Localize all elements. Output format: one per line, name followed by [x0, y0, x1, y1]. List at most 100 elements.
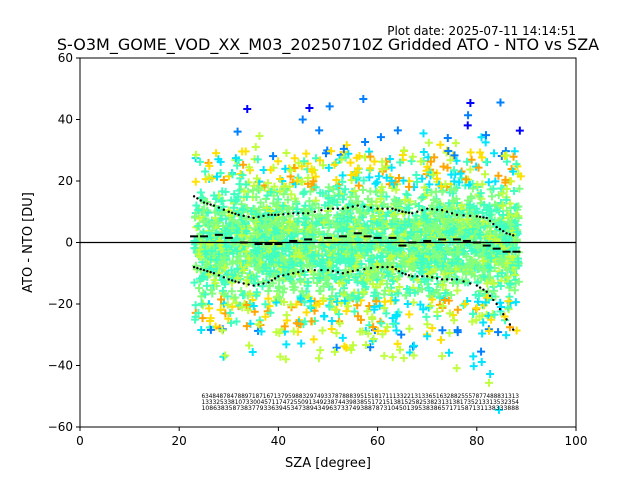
data-point [208, 289, 217, 298]
data-point [248, 295, 257, 304]
data-point [468, 309, 477, 318]
data-point [385, 286, 394, 295]
data-point [252, 288, 261, 297]
data-point [219, 221, 228, 230]
data-point [468, 184, 477, 193]
data-point [303, 278, 312, 287]
data-point [319, 282, 328, 291]
data-point [300, 221, 309, 230]
data-point [233, 127, 242, 136]
data-point [242, 276, 251, 285]
data-point [363, 275, 372, 284]
data-point [485, 263, 494, 272]
lower-curve-point [199, 267, 202, 271]
data-point [224, 206, 233, 215]
data-point [314, 354, 323, 363]
data-point [393, 126, 402, 135]
data-point [401, 291, 410, 300]
data-point [387, 242, 396, 251]
data-point [382, 173, 391, 182]
data-point [226, 308, 235, 317]
data-point [245, 289, 254, 298]
upper-curve-point [363, 205, 366, 208]
data-point [270, 182, 279, 191]
data-point [320, 201, 329, 210]
data-point [224, 246, 233, 255]
data-point [474, 163, 483, 172]
lower-curve-point [257, 283, 260, 286]
data-point [453, 328, 462, 337]
upper-curve-point [252, 216, 255, 220]
data-point [355, 269, 364, 278]
data-point [250, 279, 259, 288]
data-point [228, 224, 237, 233]
data-point [439, 162, 448, 171]
lower-curve-point [407, 274, 411, 277]
data-point [240, 265, 249, 274]
data-point [278, 288, 287, 297]
data-point [420, 277, 429, 286]
data-point [497, 303, 506, 312]
data-point [297, 339, 306, 348]
data-point [236, 252, 245, 261]
data-point [281, 355, 290, 364]
data-point [378, 164, 387, 173]
data-point [453, 286, 462, 295]
data-point [413, 232, 422, 241]
data-point [490, 310, 499, 319]
mean-curve-segment [304, 238, 313, 241]
data-point [438, 326, 447, 335]
data-point [422, 166, 431, 175]
upper-curve-point [411, 212, 414, 215]
data-point [298, 177, 307, 186]
lower-curve-point [237, 281, 240, 284]
data-point [350, 186, 359, 195]
data-point [314, 203, 323, 212]
data-point [225, 211, 234, 220]
data-point [498, 201, 507, 210]
data-point [452, 194, 461, 203]
data-point [296, 294, 305, 303]
data-point [459, 301, 468, 310]
data-point [201, 290, 210, 299]
data-point [368, 273, 377, 282]
data-point [370, 305, 379, 314]
data-point [330, 196, 339, 205]
data-point [279, 201, 288, 210]
data-point [267, 219, 276, 228]
data-point [308, 262, 317, 271]
mean-curve-segment [254, 243, 263, 246]
lower-curve-point [297, 271, 300, 274]
data-point [461, 299, 470, 308]
data-point [330, 347, 339, 356]
upper-curve-point [407, 211, 411, 214]
data-point [190, 244, 199, 253]
annotation-row: 1086383587383779336394534738943496373374… [202, 404, 519, 412]
data-point [512, 160, 521, 169]
y-tick-label: −60 [48, 420, 73, 434]
data-point [190, 213, 199, 222]
data-point [428, 295, 437, 304]
upper-curve-point [247, 215, 250, 219]
data-point [345, 200, 354, 209]
data-point [272, 251, 281, 260]
lower-curve-point [485, 290, 488, 293]
data-point [405, 182, 414, 191]
upper-curve-point [346, 206, 350, 209]
data-point [383, 162, 392, 171]
data-point [208, 226, 217, 235]
data-point [426, 301, 435, 310]
data-point [314, 251, 323, 260]
data-point [305, 103, 314, 112]
data-point [460, 232, 469, 241]
data-point [249, 302, 258, 311]
data-point [472, 248, 481, 257]
data-point [257, 327, 266, 336]
data-point [505, 279, 514, 288]
data-point [267, 257, 276, 266]
data-point [233, 247, 242, 256]
lower-curve-point [450, 278, 454, 281]
upper-curve-point [313, 210, 316, 213]
data-point [332, 343, 341, 352]
data-point [223, 270, 232, 279]
